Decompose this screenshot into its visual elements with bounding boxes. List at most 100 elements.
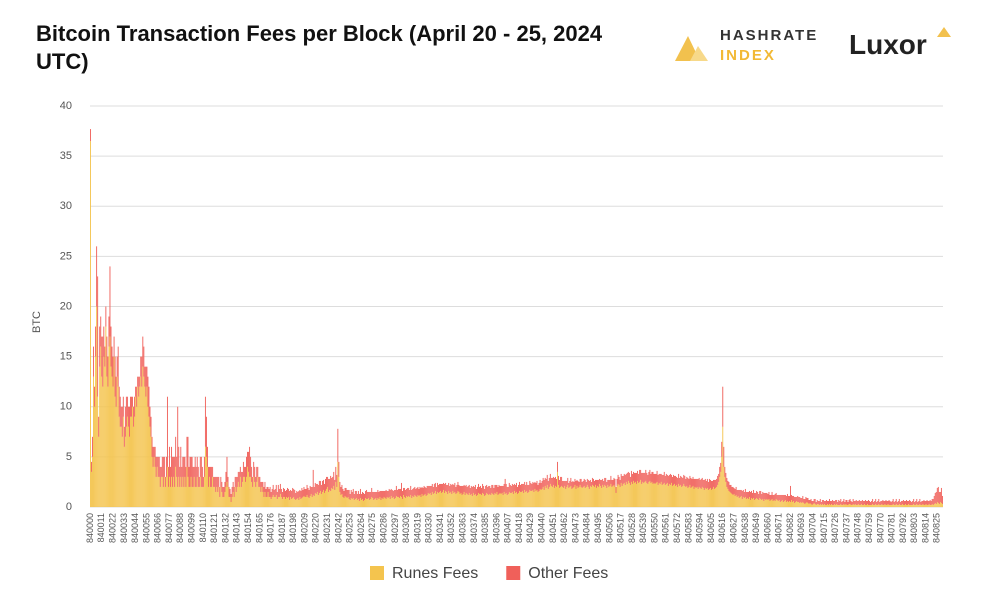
bar-segment [918, 500, 920, 505]
bar-segment [226, 481, 228, 507]
bar-segment [911, 501, 913, 505]
bar-segment [278, 488, 280, 497]
bar-segment [567, 484, 569, 507]
bar-segment [136, 386, 138, 407]
bar-segment [859, 504, 861, 507]
bar-segment [156, 466, 158, 507]
bar-segment [468, 492, 470, 507]
bar-segment [177, 486, 179, 507]
bar-segment [371, 496, 373, 507]
bar-segment [482, 483, 484, 493]
bar-segment [930, 500, 932, 505]
bar-segment [448, 482, 450, 491]
bar-segment [514, 492, 516, 507]
bar-segment [316, 491, 318, 507]
bar-segment [679, 477, 681, 486]
bar-segment [427, 485, 429, 493]
bar-segment [825, 499, 827, 505]
bar-segment [170, 466, 171, 487]
bar-segment [919, 503, 921, 507]
bar-segment [453, 484, 455, 493]
bar-segment [439, 491, 440, 507]
bar-segment [220, 486, 222, 507]
bar-segment [896, 504, 898, 507]
bar-segment [578, 486, 580, 507]
bar-segment [394, 489, 396, 498]
bar-segment [738, 497, 740, 507]
x-tick-label: 840297 [390, 513, 400, 543]
bar-segment [264, 481, 266, 492]
bar-segment [716, 478, 718, 487]
bar-segment [891, 500, 893, 505]
bar-segment [664, 475, 666, 485]
bar-segment [706, 487, 708, 507]
bar-segment [741, 498, 743, 507]
bar-segment [878, 503, 880, 507]
bar-segment [876, 504, 878, 507]
x-tick-label: 840748 [853, 513, 863, 543]
bar-segment [190, 456, 192, 477]
bar-segment [907, 500, 908, 505]
bar-segment [455, 493, 457, 507]
bar-segment [638, 482, 640, 507]
bar-segment [691, 486, 693, 507]
bar-segment [542, 486, 544, 507]
bar-segment [94, 406, 96, 507]
bar-segment [597, 485, 599, 507]
bar-segment [425, 495, 427, 507]
bar-segment [379, 490, 381, 497]
bar-segment [198, 486, 200, 507]
bar-segment [381, 490, 383, 498]
bar-segment [811, 504, 813, 507]
bar-segment [405, 497, 407, 507]
bar-segment [737, 495, 739, 507]
bar-segment [646, 482, 648, 507]
bar-segment [520, 484, 522, 492]
bar-segment [657, 474, 659, 485]
bar-segment [392, 496, 394, 507]
bar-segment [183, 486, 185, 507]
bar-segment [932, 504, 934, 507]
bar-segment [284, 488, 285, 497]
bar-segment [135, 386, 137, 397]
bar-segment [186, 436, 188, 467]
bar-segment [91, 461, 92, 472]
bar-segment [105, 326, 107, 507]
bar-segment [271, 496, 273, 507]
bar-segment [685, 486, 687, 507]
bar-segment [124, 406, 126, 437]
bar-segment [697, 478, 699, 489]
bar-segment [809, 502, 811, 507]
bar-segment [699, 487, 701, 507]
bar-segment [247, 451, 248, 467]
bar-segment [717, 475, 719, 485]
bar-segment [874, 504, 876, 507]
bar-segment [921, 504, 923, 507]
bar-segment [846, 499, 848, 505]
bar-segment [432, 493, 434, 507]
x-tick-label: 840143 [232, 513, 242, 543]
bar-segment [143, 346, 145, 377]
bar-segment [783, 500, 785, 507]
bar-segment [268, 496, 270, 507]
bar-segment [677, 486, 679, 507]
bar-segment [306, 484, 308, 495]
bar-segment [412, 488, 414, 496]
bar-segment [766, 492, 768, 499]
bar-segment [158, 476, 160, 507]
bar-segment [349, 499, 351, 507]
bar-segment [303, 495, 305, 507]
bar-segment [501, 492, 503, 507]
bar-segment [797, 495, 799, 502]
bar-segment [274, 488, 276, 497]
bar-segment [121, 436, 123, 507]
x-tick-label: 840110 [198, 513, 208, 542]
bar-segment [827, 503, 828, 507]
bar-segment [876, 501, 878, 505]
bar-segment [668, 474, 670, 484]
bar-segment [407, 496, 409, 507]
bar-segment [923, 499, 925, 505]
bar-segment [246, 476, 247, 507]
bar-segment [855, 504, 857, 507]
bar-segment [886, 500, 888, 505]
